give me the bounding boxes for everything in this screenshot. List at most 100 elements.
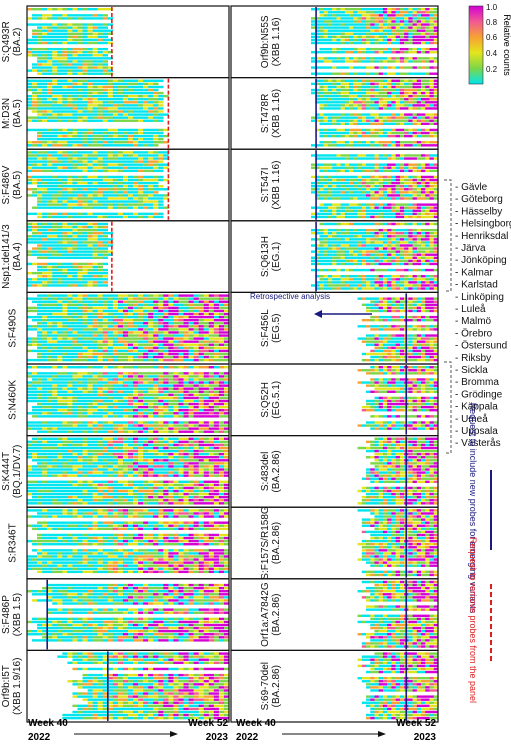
heatmap-cell [77, 8, 83, 11]
heatmap-cell [158, 297, 164, 300]
heatmap-cell [168, 384, 174, 387]
heatmap-cell [112, 552, 119, 555]
heatmap-cell [107, 384, 114, 387]
heatmap-cell [37, 502, 43, 505]
heatmap-cell [77, 334, 83, 337]
heatmap-cell [47, 268, 53, 272]
heatmap-cell [72, 185, 78, 188]
heatmap-cell [183, 549, 189, 552]
heatmap-cell [183, 421, 189, 424]
heatmap-cell [208, 421, 215, 424]
heatmap-cell [57, 393, 63, 397]
heatmap-cell [52, 278, 58, 281]
heatmap-cell [57, 480, 63, 484]
heatmap-cell [62, 486, 68, 490]
heatmap-cell [223, 427, 230, 430]
heatmap-cell [138, 471, 144, 474]
heatmap-cell [37, 352, 43, 356]
heatmap-cell [42, 38, 48, 42]
heatmap-cell [37, 492, 43, 496]
heatmap-cell [107, 378, 114, 381]
heatmap-cell [208, 468, 215, 471]
heatmap-cell [153, 512, 159, 515]
heatmap-cell [203, 495, 209, 499]
heatmap-cell [158, 393, 164, 397]
heatmap-cell [37, 169, 43, 173]
heatmap-cell [188, 340, 194, 343]
heatmap-cell [138, 483, 144, 487]
heatmap-cell [27, 449, 33, 453]
heatmap-cell [128, 318, 134, 322]
heatmap-cell [153, 375, 159, 378]
heatmap-cell [148, 175, 154, 179]
heatmap-cell [153, 343, 159, 346]
heatmap-cell [117, 151, 124, 154]
heatmap-cell [218, 552, 225, 555]
heatmap-cell [92, 430, 98, 433]
heatmap-cell [67, 533, 73, 537]
heatmap-cell [138, 144, 144, 147]
heatmap-cell [72, 232, 78, 235]
heatmap-cell [158, 515, 164, 518]
heatmap-cell [188, 459, 194, 462]
heatmap-cell [52, 35, 58, 39]
heatmap-cell [92, 375, 98, 378]
heatmap-cell [57, 452, 63, 456]
heatmap-cell [173, 315, 179, 319]
heatmap-cell [128, 567, 134, 570]
heatmap-cell [77, 141, 83, 144]
heatmap-cell [153, 137, 159, 141]
heatmap-cell [97, 203, 103, 206]
heatmap-cell [57, 119, 63, 122]
heatmap-cell [198, 381, 204, 384]
heatmap-cell [72, 163, 78, 166]
heatmap-cell [57, 107, 63, 110]
heatmap-cell [178, 390, 184, 393]
heatmap-cell [173, 456, 179, 459]
heatmap-cell [92, 399, 98, 403]
heatmap-cell [168, 396, 174, 400]
heatmap-cell [47, 66, 53, 69]
heatmap-cell [128, 328, 134, 331]
heatmap-cell [183, 387, 189, 390]
heatmap-cell [52, 300, 58, 303]
heatmap-cell [107, 340, 114, 343]
heatmap-cell [133, 337, 139, 340]
heatmap-cell [42, 278, 48, 281]
heatmap-cell [122, 340, 129, 343]
heatmap-cell [27, 281, 33, 284]
heatmap-cell [62, 378, 68, 381]
heatmap-cell [122, 163, 129, 166]
heatmap-cell [203, 555, 209, 558]
heatmap-cell [148, 318, 154, 322]
heatmap-cell [27, 315, 33, 319]
heatmap-cell [72, 440, 78, 444]
heatmap-cell [92, 499, 98, 502]
heatmap-cell [72, 384, 78, 387]
heatmap-cell [67, 384, 73, 387]
heatmap-cell [32, 372, 38, 375]
heatmap-cell [158, 352, 164, 356]
heatmap-cell [168, 390, 174, 393]
heatmap-cell [193, 405, 199, 409]
heatmap-cell [97, 306, 103, 310]
heatmap-cell [183, 430, 189, 433]
heatmap-cell [72, 94, 78, 98]
heatmap-cell [82, 521, 88, 524]
heatmap-cell [82, 583, 88, 587]
heatmap-cell [107, 449, 114, 453]
heatmap-cell [112, 381, 119, 384]
heatmap-cell [218, 412, 225, 415]
heatmap-cell [163, 322, 169, 325]
heatmap-cell [128, 527, 134, 531]
heatmap-cell [188, 294, 194, 297]
heatmap-cell [107, 552, 114, 555]
heatmap-cell [77, 244, 83, 247]
heatmap-cell [97, 315, 103, 319]
heatmap-cell [223, 358, 230, 362]
heatmap-cell [128, 486, 134, 490]
heatmap-cell [57, 352, 63, 356]
heatmap-cell [178, 586, 184, 590]
heatmap-cell [128, 564, 134, 567]
heatmap-cell [188, 468, 194, 471]
